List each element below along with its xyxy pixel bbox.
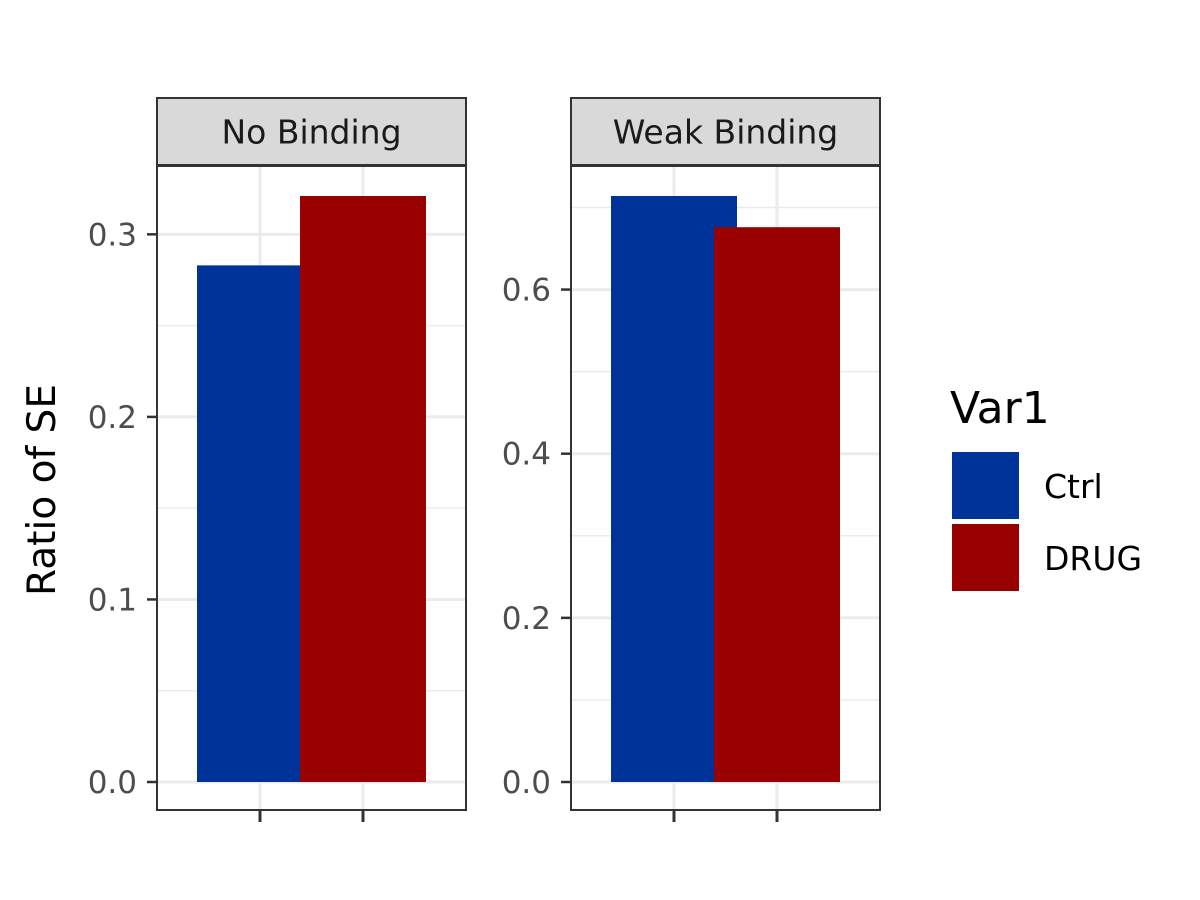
y-axis-title: Ratio of SE: [20, 384, 65, 596]
legend-swatch-drug: [952, 524, 1019, 591]
y-tick-label: 0.2: [88, 400, 137, 436]
panel-border: [156, 165, 467, 811]
facet-strip: [570, 97, 881, 166]
facet-1: Weak Binding 0.0 0.2 0.4 0.6: [502, 97, 881, 822]
legend-label-drug: DRUG: [1044, 539, 1142, 578]
y-tick-label: 0.0: [502, 765, 551, 801]
facet-0: No Binding 0.0 0.1 0.2 0.3: [88, 97, 467, 822]
facet-strip-label: Weak Binding: [613, 113, 839, 152]
facets: No Binding 0.0 0.1 0.2 0.3 Weak Binding 0.0 0.2…: [88, 97, 881, 822]
bar-drug: [300, 196, 426, 782]
legend-label-ctrl: Ctrl: [1044, 467, 1103, 506]
y-tick-label: 0.1: [88, 582, 137, 618]
legend-swatch-ctrl: [952, 452, 1019, 519]
bar-drug: [714, 227, 840, 782]
y-tick-label: 0.2: [502, 601, 551, 637]
y-tick-label: 0.6: [502, 273, 551, 309]
legend-entries: Ctrl DRUG: [952, 452, 1142, 591]
facet-strip-label: No Binding: [221, 113, 401, 152]
y-tick-label: 0.3: [88, 217, 137, 253]
legend-title: Var1: [950, 383, 1050, 434]
y-tick-label: 0.4: [502, 437, 551, 473]
panel-border: [570, 165, 881, 811]
facet-strip: [156, 97, 467, 166]
y-tick-label: 0.0: [88, 765, 137, 801]
legend: Var1 Ctrl DRUG: [950, 383, 1142, 591]
